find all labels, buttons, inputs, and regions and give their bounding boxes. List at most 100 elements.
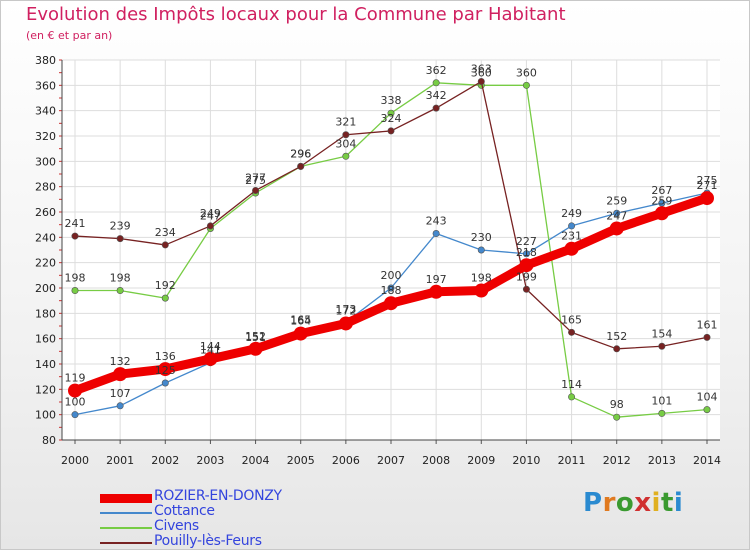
- data-label: 227: [516, 235, 537, 248]
- data-point: [161, 241, 169, 249]
- data-point: [71, 232, 79, 240]
- data-label: 114: [561, 378, 582, 391]
- data-point: [161, 379, 169, 387]
- data-label: 107: [110, 387, 131, 400]
- y-tick-label: 260: [35, 206, 56, 219]
- data-label: 198: [471, 272, 492, 285]
- x-tick-label: 2012: [603, 454, 631, 467]
- data-point: [116, 287, 124, 295]
- data-point: [519, 258, 534, 273]
- y-tick-label: 80: [42, 434, 56, 447]
- data-label: 360: [471, 66, 492, 79]
- data-point: [338, 316, 353, 331]
- x-tick-label: 2013: [648, 454, 676, 467]
- y-tick-label: 240: [35, 231, 56, 244]
- data-point: [609, 221, 624, 236]
- data-label: 234: [155, 226, 176, 239]
- data-label: 119: [65, 372, 86, 385]
- data-label: 188: [381, 284, 402, 297]
- data-point: [658, 342, 666, 350]
- data-label: 267: [651, 184, 672, 197]
- data-label: 247: [200, 209, 221, 222]
- x-tick-label: 2010: [512, 454, 540, 467]
- data-label: 324: [381, 112, 402, 125]
- data-point: [387, 284, 395, 292]
- data-point: [613, 345, 621, 353]
- data-label: 360: [516, 66, 537, 79]
- data-point: [116, 235, 124, 243]
- data-point: [568, 328, 576, 336]
- data-point: [700, 191, 714, 206]
- data-label: 125: [155, 364, 176, 377]
- x-tick-label: 2004: [242, 454, 270, 467]
- data-label: 338: [381, 94, 402, 107]
- proxiti-logo: Proxiti: [583, 488, 684, 518]
- legend-label: ROZIER-EN-DONZY: [154, 488, 282, 504]
- data-label: 304: [335, 137, 356, 150]
- legend-swatch: [100, 542, 152, 544]
- data-label: 231: [561, 230, 582, 243]
- data-point: [432, 230, 440, 238]
- x-tick-label: 2009: [467, 454, 495, 467]
- data-label: 192: [155, 279, 176, 292]
- data-point: [703, 333, 711, 341]
- x-tick-label: 2014: [693, 454, 721, 467]
- data-point: [654, 206, 669, 221]
- data-label: 271: [697, 179, 718, 192]
- y-tick-label: 140: [35, 358, 56, 371]
- data-label: 259: [606, 194, 627, 207]
- data-point: [432, 104, 440, 112]
- data-label: 198: [110, 272, 131, 285]
- data-label: 249: [561, 207, 582, 220]
- y-tick-label: 120: [35, 383, 56, 396]
- data-label: 144: [200, 340, 221, 353]
- data-label: 342: [426, 89, 447, 102]
- data-point: [68, 383, 82, 398]
- x-tick-label: 2000: [61, 454, 89, 467]
- data-point: [477, 246, 485, 254]
- data-point: [613, 209, 621, 217]
- data-point: [161, 294, 169, 302]
- x-tick-label: 2003: [196, 454, 224, 467]
- data-label: 161: [697, 318, 718, 331]
- data-label: 100: [65, 396, 86, 409]
- y-tick-label: 340: [35, 105, 56, 118]
- data-point: [248, 341, 263, 356]
- y-tick-label: 320: [35, 130, 56, 143]
- data-point: [342, 152, 350, 160]
- data-label: 249: [200, 207, 221, 220]
- data-label: 296: [290, 147, 311, 160]
- data-point: [564, 241, 579, 256]
- y-tick-label: 280: [35, 181, 56, 194]
- data-label: 199: [516, 270, 537, 283]
- data-point: [522, 250, 530, 258]
- data-point: [293, 326, 308, 341]
- chart-title: Evolution des Impôts locaux pour la Comm…: [26, 4, 566, 25]
- data-label: 172: [335, 304, 356, 317]
- data-label: 152: [606, 330, 627, 343]
- data-label: 154: [651, 327, 672, 340]
- data-point: [432, 79, 440, 87]
- x-tick-label: 2001: [106, 454, 134, 467]
- data-label: 277: [245, 171, 266, 184]
- data-point: [658, 409, 666, 417]
- data-point: [522, 285, 530, 293]
- data-label: 275: [697, 174, 718, 187]
- data-point: [387, 109, 395, 117]
- data-label: 239: [110, 220, 131, 233]
- data-label: 247: [606, 209, 627, 222]
- data-point: [477, 78, 485, 86]
- data-label: 275: [245, 174, 266, 187]
- data-label: 132: [110, 355, 131, 368]
- y-tick-label: 160: [35, 333, 56, 346]
- data-label: 243: [426, 215, 447, 228]
- y-tick-label: 180: [35, 307, 56, 320]
- data-label: 136: [155, 350, 176, 363]
- data-label: 200: [381, 269, 402, 282]
- data-label: 151: [245, 331, 266, 344]
- data-point: [113, 367, 128, 382]
- data-label: 241: [65, 217, 86, 230]
- y-tick-label: 300: [35, 155, 56, 168]
- legend-swatch: [100, 512, 152, 514]
- data-point: [384, 296, 398, 311]
